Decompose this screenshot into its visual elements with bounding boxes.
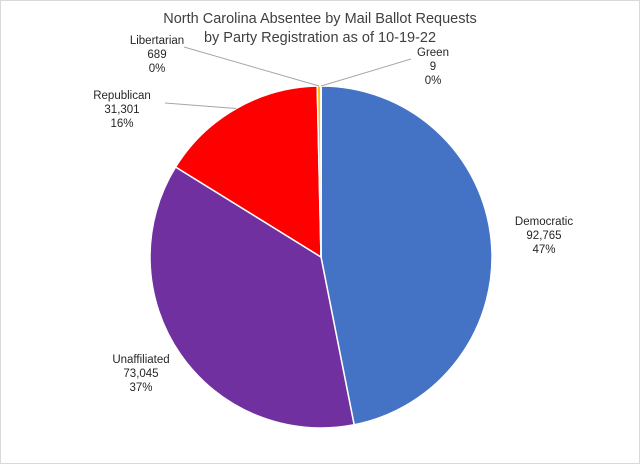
label-democratic-name: Democratic — [514, 216, 574, 228]
chart-title-line-2: by Party Registration as of 10-19-22 — [203, 30, 437, 46]
leader-line-libertarian — [183, 46, 320, 87]
leader-line-green — [320, 58, 412, 87]
label-green-name: Green — [417, 47, 449, 59]
label-republican-value: 31,301 — [104, 104, 140, 116]
label-green-percent: 0% — [424, 75, 442, 87]
label-unaffiliated-name: Unaffiliated — [112, 354, 170, 366]
label-green: Green 9 0% — [409, 46, 457, 88]
pie-slice-unaffiliated — [149, 165, 356, 429]
pie-slice-democratic — [320, 85, 493, 426]
label-unaffiliated-percent: 37% — [129, 382, 153, 394]
label-republican-percent: 16% — [110, 118, 134, 130]
label-libertarian-percent: 0% — [148, 63, 166, 75]
chart-title-line-1: North Carolina Absentee by Mail Ballot R… — [163, 11, 477, 27]
label-republican-name: Republican — [93, 90, 151, 102]
leader-line-republican — [164, 102, 237, 110]
pie-slices — [149, 85, 493, 429]
leader-lines — [164, 46, 412, 110]
label-republican: Republican 31,301 16% — [83, 89, 161, 131]
label-democratic: Democratic 92,765 47% — [504, 215, 584, 257]
label-unaffiliated: Unaffiliated 73,045 37% — [96, 353, 186, 395]
label-libertarian-name: Libertarian — [129, 35, 185, 47]
label-libertarian: Libertarian 689 0% — [117, 34, 197, 76]
label-libertarian-value: 689 — [147, 49, 167, 61]
label-democratic-percent: 47% — [532, 244, 556, 256]
label-democratic-value: 92,765 — [526, 230, 562, 242]
label-green-value: 9 — [429, 61, 437, 73]
label-unaffiliated-value: 73,045 — [123, 368, 159, 380]
